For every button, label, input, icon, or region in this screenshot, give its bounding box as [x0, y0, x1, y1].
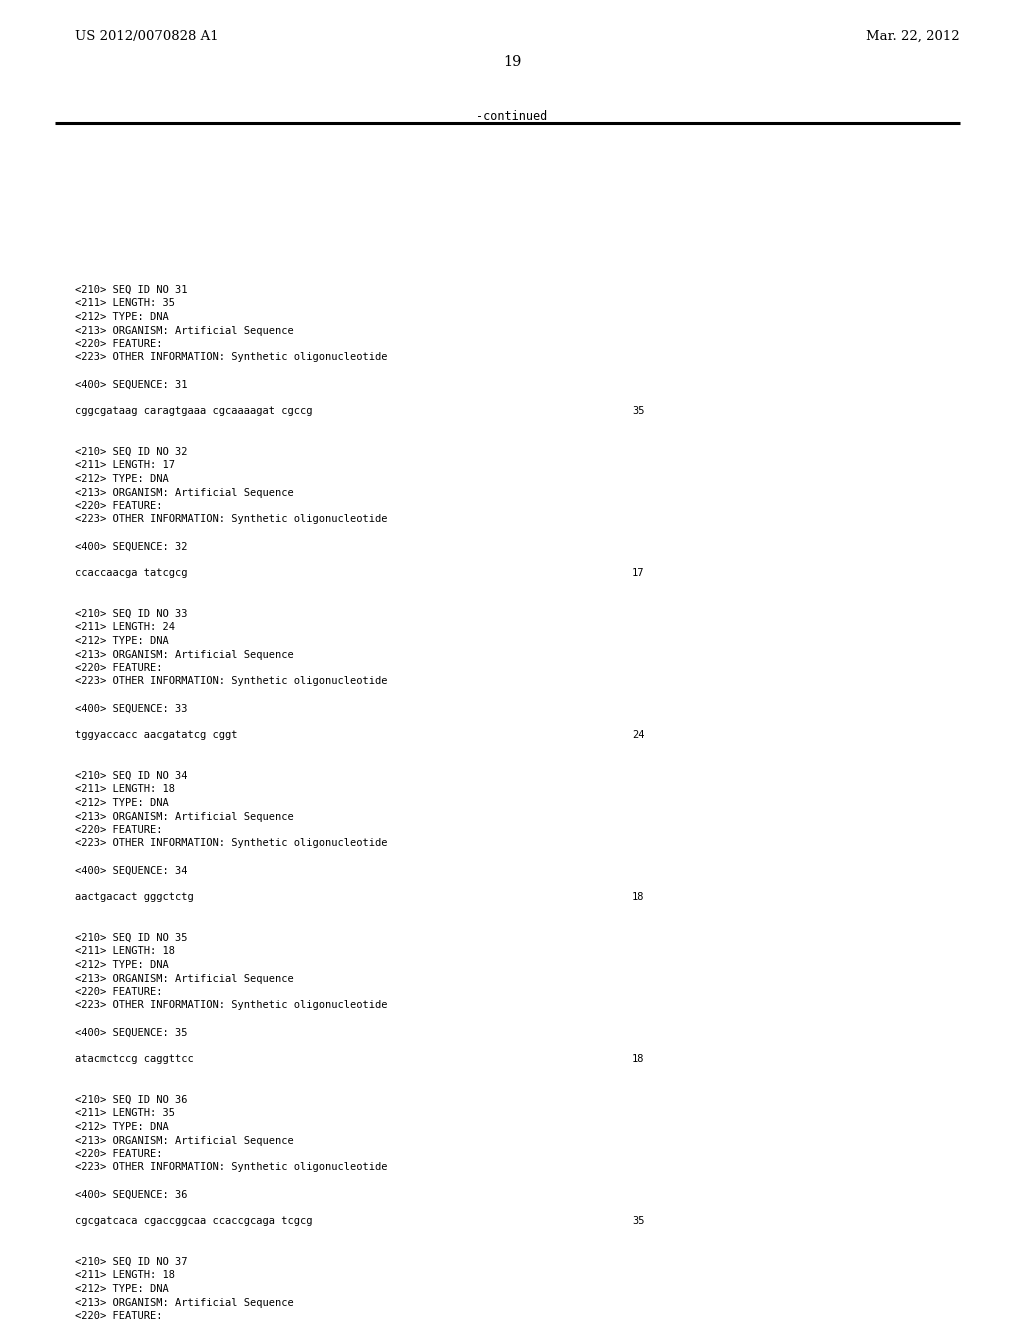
Text: <220> FEATURE:: <220> FEATURE:: [75, 663, 163, 673]
Text: <212> TYPE: DNA: <212> TYPE: DNA: [75, 1122, 169, 1133]
Text: <210> SEQ ID NO 33: <210> SEQ ID NO 33: [75, 609, 187, 619]
Text: <212> TYPE: DNA: <212> TYPE: DNA: [75, 960, 169, 970]
Text: <213> ORGANISM: Artificial Sequence: <213> ORGANISM: Artificial Sequence: [75, 974, 294, 983]
Text: <210> SEQ ID NO 31: <210> SEQ ID NO 31: [75, 285, 187, 294]
Text: <220> FEATURE:: <220> FEATURE:: [75, 339, 163, 348]
Text: <220> FEATURE:: <220> FEATURE:: [75, 1148, 163, 1159]
Text: <220> FEATURE:: <220> FEATURE:: [75, 502, 163, 511]
Text: <400> SEQUENCE: 35: <400> SEQUENCE: 35: [75, 1027, 187, 1038]
Text: atacmctccg caggttcc: atacmctccg caggttcc: [75, 1055, 194, 1064]
Text: 24: 24: [632, 730, 644, 741]
Text: Mar. 22, 2012: Mar. 22, 2012: [866, 30, 961, 44]
Text: <400> SEQUENCE: 34: <400> SEQUENCE: 34: [75, 866, 187, 875]
Text: US 2012/0070828 A1: US 2012/0070828 A1: [75, 30, 219, 44]
Text: aactgacact gggctctg: aactgacact gggctctg: [75, 892, 194, 903]
Text: <212> TYPE: DNA: <212> TYPE: DNA: [75, 312, 169, 322]
Text: <220> FEATURE:: <220> FEATURE:: [75, 825, 163, 836]
Text: 18: 18: [632, 892, 644, 903]
Text: <220> FEATURE:: <220> FEATURE:: [75, 987, 163, 997]
Text: 17: 17: [632, 569, 644, 578]
Text: <213> ORGANISM: Artificial Sequence: <213> ORGANISM: Artificial Sequence: [75, 1135, 294, 1146]
Text: <213> ORGANISM: Artificial Sequence: <213> ORGANISM: Artificial Sequence: [75, 812, 294, 821]
Text: cgcgatcaca cgaccggcaa ccaccgcaga tcgcg: cgcgatcaca cgaccggcaa ccaccgcaga tcgcg: [75, 1217, 312, 1226]
Text: 19: 19: [503, 55, 521, 69]
Text: <400> SEQUENCE: 31: <400> SEQUENCE: 31: [75, 380, 187, 389]
Text: 18: 18: [632, 1055, 644, 1064]
Text: <212> TYPE: DNA: <212> TYPE: DNA: [75, 1284, 169, 1294]
Text: <211> LENGTH: 18: <211> LENGTH: 18: [75, 946, 175, 957]
Text: <211> LENGTH: 18: <211> LENGTH: 18: [75, 1270, 175, 1280]
Text: tggyaccacc aacgatatcg cggt: tggyaccacc aacgatatcg cggt: [75, 730, 238, 741]
Text: <400> SEQUENCE: 36: <400> SEQUENCE: 36: [75, 1189, 187, 1200]
Text: <223> OTHER INFORMATION: Synthetic oligonucleotide: <223> OTHER INFORMATION: Synthetic oligo…: [75, 1001, 387, 1011]
Text: <211> LENGTH: 18: <211> LENGTH: 18: [75, 784, 175, 795]
Text: <223> OTHER INFORMATION: Synthetic oligonucleotide: <223> OTHER INFORMATION: Synthetic oligo…: [75, 676, 387, 686]
Text: <211> LENGTH: 35: <211> LENGTH: 35: [75, 1109, 175, 1118]
Text: <223> OTHER INFORMATION: Synthetic oligonucleotide: <223> OTHER INFORMATION: Synthetic oligo…: [75, 515, 387, 524]
Text: <210> SEQ ID NO 35: <210> SEQ ID NO 35: [75, 933, 187, 942]
Text: <210> SEQ ID NO 34: <210> SEQ ID NO 34: [75, 771, 187, 781]
Text: <213> ORGANISM: Artificial Sequence: <213> ORGANISM: Artificial Sequence: [75, 649, 294, 660]
Text: <223> OTHER INFORMATION: Synthetic oligonucleotide: <223> OTHER INFORMATION: Synthetic oligo…: [75, 838, 387, 849]
Text: <210> SEQ ID NO 32: <210> SEQ ID NO 32: [75, 447, 187, 457]
Text: <223> OTHER INFORMATION: Synthetic oligonucleotide: <223> OTHER INFORMATION: Synthetic oligo…: [75, 1163, 387, 1172]
Text: <213> ORGANISM: Artificial Sequence: <213> ORGANISM: Artificial Sequence: [75, 326, 294, 335]
Text: cggcgataag caragtgaaa cgcaaaagat cgccg: cggcgataag caragtgaaa cgcaaaagat cgccg: [75, 407, 312, 417]
Text: <212> TYPE: DNA: <212> TYPE: DNA: [75, 636, 169, 645]
Text: <212> TYPE: DNA: <212> TYPE: DNA: [75, 799, 169, 808]
Text: <213> ORGANISM: Artificial Sequence: <213> ORGANISM: Artificial Sequence: [75, 1298, 294, 1308]
Text: <213> ORGANISM: Artificial Sequence: <213> ORGANISM: Artificial Sequence: [75, 487, 294, 498]
Text: <210> SEQ ID NO 36: <210> SEQ ID NO 36: [75, 1096, 187, 1105]
Text: <220> FEATURE:: <220> FEATURE:: [75, 1311, 163, 1320]
Text: <212> TYPE: DNA: <212> TYPE: DNA: [75, 474, 169, 484]
Text: <400> SEQUENCE: 33: <400> SEQUENCE: 33: [75, 704, 187, 714]
Text: <223> OTHER INFORMATION: Synthetic oligonucleotide: <223> OTHER INFORMATION: Synthetic oligo…: [75, 352, 387, 363]
Text: 35: 35: [632, 1217, 644, 1226]
Text: ccaccaacga tatcgcg: ccaccaacga tatcgcg: [75, 569, 187, 578]
Text: 35: 35: [632, 407, 644, 417]
Text: <211> LENGTH: 35: <211> LENGTH: 35: [75, 298, 175, 309]
Text: <211> LENGTH: 24: <211> LENGTH: 24: [75, 623, 175, 632]
Text: <210> SEQ ID NO 37: <210> SEQ ID NO 37: [75, 1257, 187, 1267]
Text: <400> SEQUENCE: 32: <400> SEQUENCE: 32: [75, 541, 187, 552]
Text: -continued: -continued: [476, 110, 548, 123]
Text: <211> LENGTH: 17: <211> LENGTH: 17: [75, 461, 175, 470]
